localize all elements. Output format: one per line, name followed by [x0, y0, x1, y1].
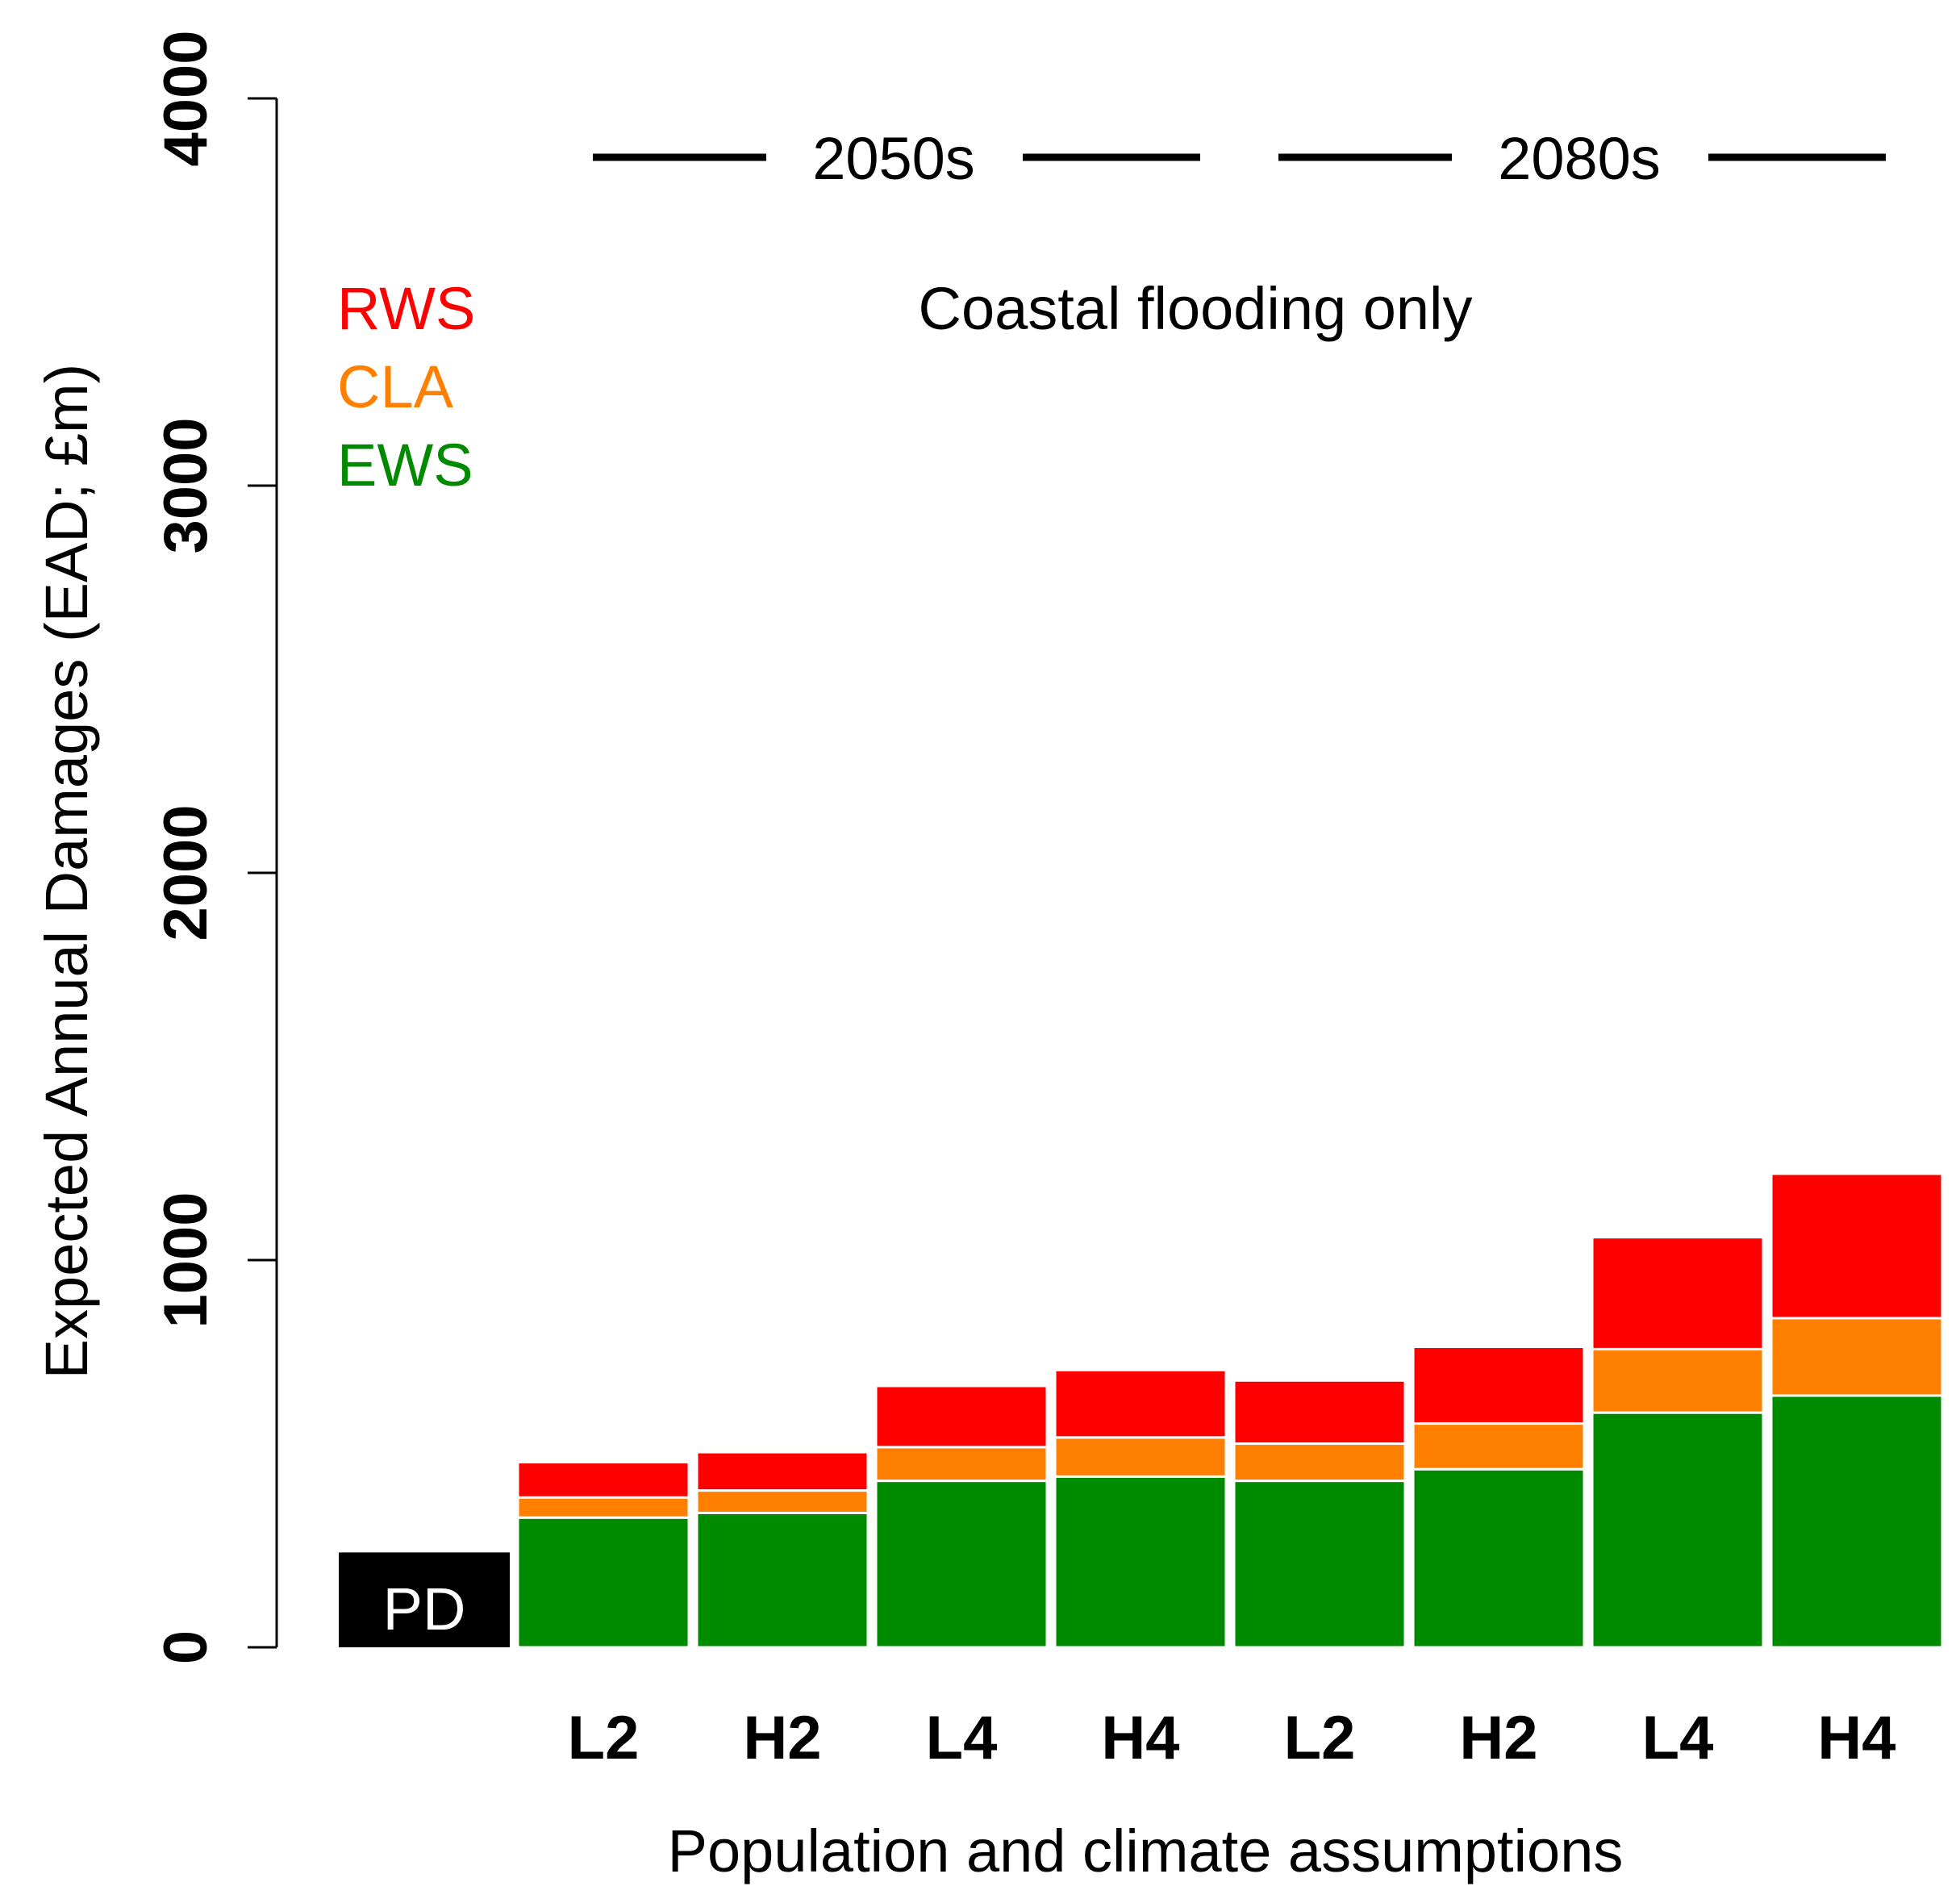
y-tick-label: 4000: [152, 30, 220, 166]
bar-3-ews: [874, 1480, 1049, 1649]
y-axis-title: Expected Annual Damages (EAD; £m): [33, 364, 100, 1379]
bar-1-rws: [516, 1461, 690, 1499]
bar-3-cla: [874, 1446, 1049, 1483]
bar-5-cla: [1232, 1442, 1407, 1483]
category-label-4: H4: [1101, 1704, 1179, 1772]
bar-2-cla: [695, 1489, 869, 1514]
legend-rws: RWS: [337, 275, 475, 342]
category-label-5: L2: [1284, 1704, 1356, 1772]
bar-1-cla: [516, 1496, 690, 1519]
bar-8-rws: [1770, 1172, 1944, 1320]
bar-1-ews: [516, 1516, 690, 1649]
category-label-3: L4: [926, 1704, 998, 1772]
y-axis: 0 1000 2000 3000 4000: [152, 30, 278, 1664]
category-labels: L2 H2 L4 H4 L2 H2 L4 H4: [568, 1704, 1896, 1772]
bar-3-rws: [874, 1384, 1049, 1449]
legend: RWS CLA EWS: [337, 275, 475, 499]
bar-pd: [339, 1552, 510, 1647]
bars: PD: [339, 1172, 1944, 1649]
category-label-7: L4: [1642, 1704, 1714, 1772]
bar-4-cla: [1053, 1436, 1228, 1478]
category-label-8: H4: [1817, 1704, 1895, 1772]
bar-7-rws: [1591, 1236, 1765, 1350]
period-2080s-label: 2080s: [1498, 125, 1661, 192]
coastal-annotation: Coastal flooding only: [919, 275, 1473, 342]
category-label-6: H2: [1459, 1704, 1537, 1772]
y-tick-label: 0: [152, 1630, 220, 1664]
y-tick-label: 2000: [152, 804, 220, 941]
bar-5-ews: [1232, 1480, 1407, 1649]
bar-8-ews: [1770, 1394, 1944, 1649]
bar-5-rws: [1232, 1379, 1407, 1446]
bar-6-cla: [1412, 1422, 1586, 1471]
legend-ews: EWS: [337, 432, 473, 499]
bar-2-rws: [695, 1450, 869, 1492]
bar-6-rws: [1412, 1346, 1586, 1425]
bar-7-cla: [1591, 1347, 1765, 1414]
category-label-1: L2: [568, 1704, 640, 1772]
bar-2-ews: [695, 1511, 869, 1649]
bar-8-cla: [1770, 1317, 1944, 1397]
period-header-2080s: 2080s: [1278, 125, 1886, 192]
category-label-2: H2: [743, 1704, 821, 1772]
bar-pd-label: PD: [383, 1576, 466, 1642]
bar-7-ews: [1591, 1411, 1765, 1649]
y-tick-label: 3000: [152, 417, 220, 553]
x-axis-title: Population and climate assumptions: [668, 1818, 1624, 1884]
bar-6-ews: [1412, 1467, 1586, 1649]
bar-4-rws: [1053, 1368, 1228, 1439]
period-header-2050s: 2050s: [593, 125, 1200, 192]
y-tick-label: 1000: [152, 1192, 220, 1328]
period-2050s-label: 2050s: [812, 125, 975, 192]
legend-cla: CLA: [337, 353, 454, 420]
bar-4-ews: [1053, 1475, 1228, 1649]
